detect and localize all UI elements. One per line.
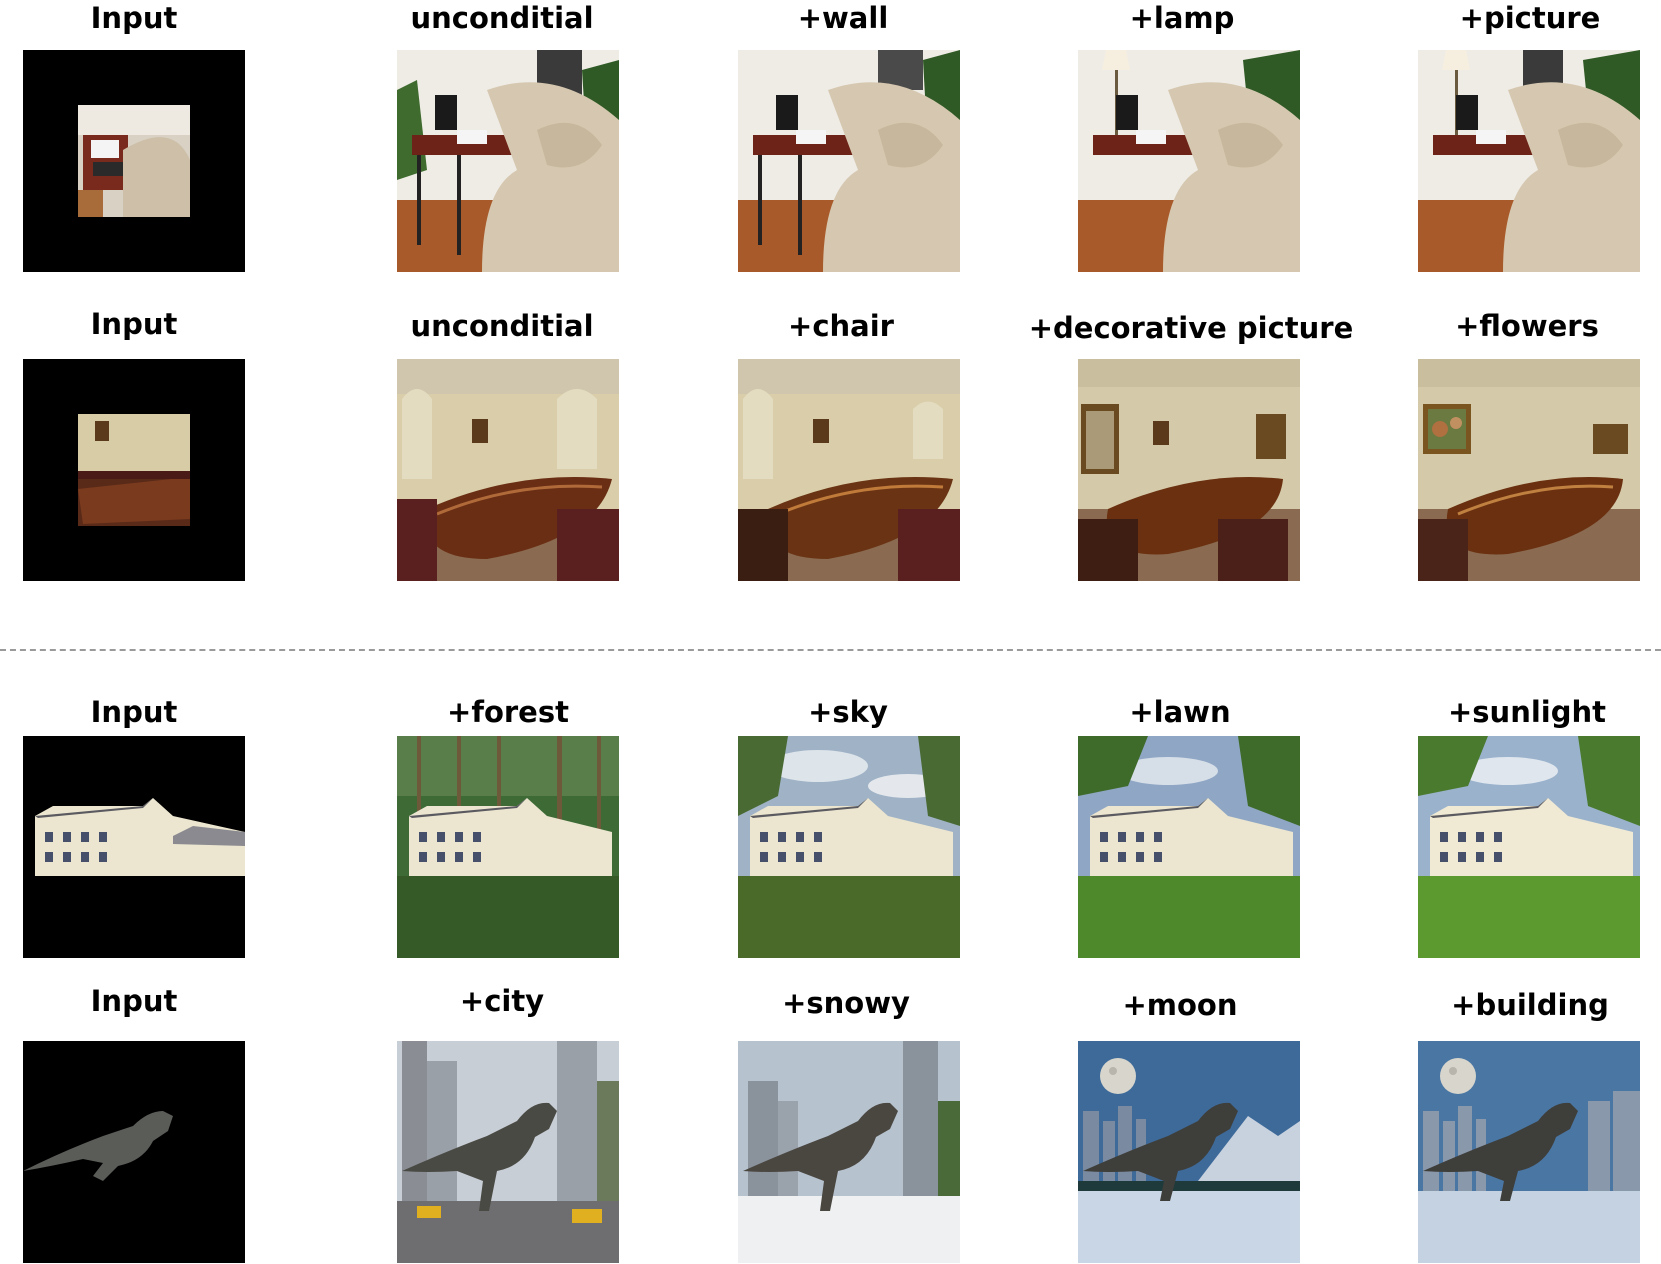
row2-col4-label: +decorative picture	[1028, 311, 1354, 345]
row1-wall-image	[738, 50, 960, 272]
row1-lamp-image	[1078, 50, 1300, 272]
row3-sky-image	[738, 736, 960, 958]
row4-col2-label: +city	[459, 984, 545, 1018]
row2-input-image	[23, 359, 245, 581]
row2-flowers-image	[1418, 359, 1640, 581]
row4-snowy-image	[738, 1041, 960, 1263]
section-divider	[0, 649, 1661, 651]
row1-col4-label: +lamp	[1129, 1, 1235, 35]
row2-unconditial-image	[397, 359, 619, 581]
row2-col1-label: Input	[90, 307, 178, 341]
row3-col5-label: +sunlight	[1448, 695, 1606, 729]
row4-city-image	[397, 1041, 619, 1263]
row1-picture-image	[1418, 50, 1640, 272]
row2-col2-label: unconditial	[410, 309, 594, 343]
row2-col3-label: +chair	[788, 309, 894, 343]
row4-col4-label: +moon	[1122, 988, 1238, 1022]
row4-col3-label: +snowy	[782, 986, 910, 1020]
row4-moon-image	[1078, 1041, 1300, 1263]
row1-col2-label: unconditial	[410, 1, 594, 35]
row4-input-image	[23, 1041, 245, 1263]
row3-col4-label: +lawn	[1129, 695, 1231, 729]
row1-col1-label: Input	[90, 1, 178, 35]
row3-col3-label: +sky	[808, 695, 888, 729]
row1-unconditial-image	[397, 50, 619, 272]
row1-input-image	[23, 50, 245, 272]
row2-chair-image	[738, 359, 960, 581]
row4-building-image	[1418, 1041, 1640, 1263]
row3-sunlight-image	[1418, 736, 1640, 958]
row2-decorative-picture-image	[1078, 359, 1300, 581]
row4-col5-label: +building	[1451, 988, 1609, 1022]
row1-col3-label: +wall	[797, 1, 889, 35]
row3-col2-label: +forest	[447, 695, 569, 729]
row2-col5-label: +flowers	[1455, 309, 1599, 343]
row3-input-image	[23, 736, 245, 958]
row3-col1-label: Input	[90, 695, 178, 729]
row1-col5-label: +picture	[1459, 1, 1601, 35]
row3-lawn-image	[1078, 736, 1300, 958]
row3-forest-image	[397, 736, 619, 958]
row4-col1-label: Input	[90, 984, 178, 1018]
